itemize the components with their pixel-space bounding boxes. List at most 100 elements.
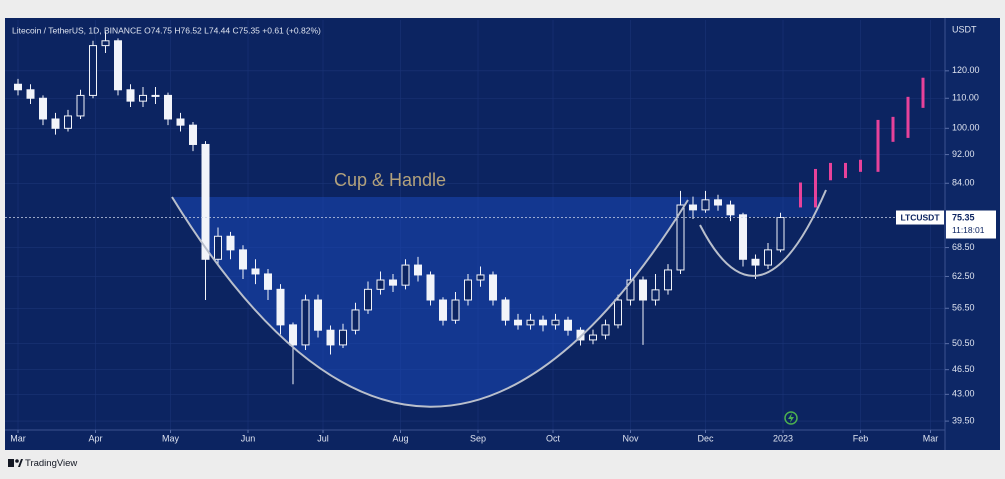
candle-body [514,319,522,326]
candle-body [551,319,560,326]
candle-body [114,40,122,91]
candle-body [301,299,310,346]
pattern-annotation: Cup & Handle [334,170,446,190]
candle-body [389,279,397,286]
candle-body [539,319,547,326]
candle-body [764,249,772,266]
projection-bar [906,96,910,138]
price-axis-unit: USDT [952,24,977,34]
y-tick-label: 43.00 [952,389,975,399]
brand-name: TradingView [25,458,77,469]
candle-body [101,40,110,47]
projection-bar [814,168,817,208]
projection-bar [876,119,880,172]
y-tick-label: 92.00 [952,149,975,159]
candle-body [651,289,660,301]
symbol-tag [896,210,944,225]
x-tick-label: Jul [317,433,329,443]
x-tick-label: Aug [392,433,408,443]
y-tick-label: 39.50 [952,415,975,425]
last-price: 75.35 [952,212,975,222]
candle-body [289,324,297,346]
candle-body [276,288,285,326]
y-tick-label: 84.00 [952,178,975,188]
y-tick-label: 46.50 [952,364,975,374]
x-tick-label: Mar [923,433,939,443]
candle-body [364,288,372,311]
x-tick-label: Nov [622,433,639,443]
symbol-header: Litecoin / TetherUS, 1D, BINANCE O74.75 … [12,25,321,35]
projection-bar [829,162,832,181]
candle-body [251,268,260,275]
logo-part [18,459,23,467]
candle-body [526,319,535,326]
candle-body [314,299,322,331]
price-label: LTCUSDT 75.35 11:18:01 [896,210,996,239]
last-price-tag [946,210,996,239]
projection-bar [891,116,895,142]
x-tick-label: Oct [546,433,561,443]
candle-body [376,279,385,290]
projection-bar [844,162,847,179]
candle-body [14,83,22,91]
candle-body [464,279,472,301]
candle-body [726,204,735,216]
x-tick-label: Sep [470,433,486,443]
candle-body [76,94,85,117]
x-tick-label: 2023 [773,433,793,443]
projection-bar [921,77,925,108]
y-tick-label: 120.00 [952,65,980,75]
candle-body [401,264,410,286]
candle-body [489,274,497,301]
candle-body [751,258,760,266]
candle-body [339,329,347,346]
candle-body [664,269,672,291]
candle-body [176,118,185,126]
y-tick-label: 56.50 [952,303,975,313]
candle-body [351,309,360,331]
cup-curve [171,196,689,408]
candle-body [64,115,72,129]
candle-body [476,274,485,281]
candle-body [214,235,222,260]
candle-body [601,324,610,336]
candle-body [189,124,197,145]
logo-part [8,459,14,467]
y-tick-label: 62.50 [952,271,975,281]
candle-body [776,217,785,251]
y-tick-label: 50.50 [952,338,975,348]
x-tick-label: Jun [241,433,256,443]
candle-body [739,214,747,260]
candle-body [39,97,47,120]
candle-body [439,299,447,321]
candle-body [676,204,685,271]
x-tick-label: Apr [88,433,102,443]
x-tick-label: May [162,433,180,443]
logo-part [15,459,19,463]
handle-curve [699,189,827,277]
candle-body [426,274,435,301]
candle-body [689,204,697,211]
candle-body [714,199,722,206]
candle-body [501,299,510,321]
x-tick-label: Mar [10,433,26,443]
candle-body [414,264,422,276]
brand-logo: TradingView [8,458,77,469]
y-tick-label: 68.50 [952,242,975,252]
projection-bar [859,159,862,172]
candle-body [626,279,635,301]
candle-body [589,334,597,341]
marks [5,31,945,385]
candle-body [614,299,622,326]
candle-body [564,319,572,331]
projection-bar [799,182,802,208]
candle-body [701,199,710,211]
candle-body [151,94,160,97]
candle-body [89,45,97,96]
candle-body [126,89,135,102]
bar-countdown: 11:18:01 [952,225,985,235]
candle-body [201,143,210,260]
candle-body [451,299,460,321]
x-tick-label: Feb [853,433,869,443]
